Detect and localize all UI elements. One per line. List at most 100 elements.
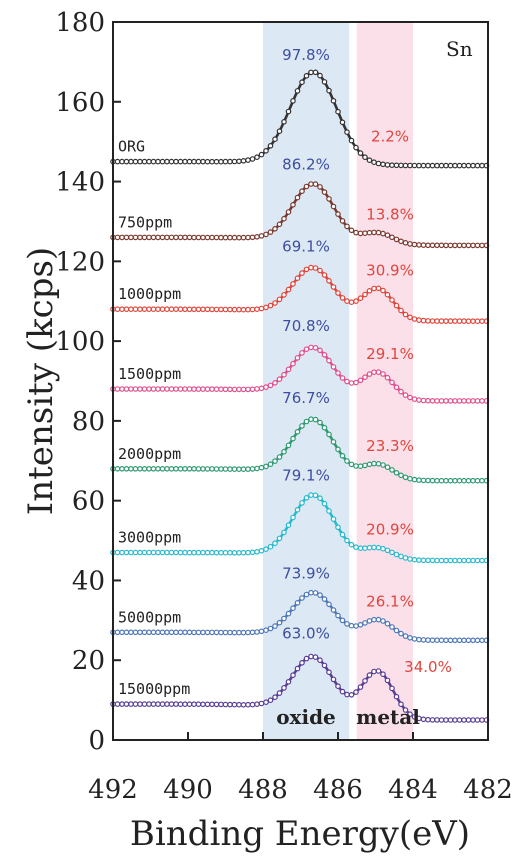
- data-point: [321, 351, 328, 358]
- data-point: [312, 590, 319, 596]
- data-point: [380, 618, 386, 624]
- data-point: [137, 386, 143, 392]
- data-point: [276, 535, 283, 542]
- data-point: [393, 236, 400, 243]
- data-point: [276, 454, 283, 460]
- data-point: [254, 465, 260, 472]
- data-point: [357, 230, 364, 237]
- data-point: [177, 306, 184, 313]
- data-point: [470, 242, 476, 249]
- data-point: [290, 360, 296, 367]
- data-point: [465, 637, 472, 644]
- data-point: [465, 162, 472, 169]
- data-point: [470, 477, 476, 484]
- data-point: [249, 629, 256, 636]
- data-point: [200, 158, 206, 165]
- data-point: [402, 311, 409, 318]
- data-point: [173, 629, 179, 636]
- data-point: [276, 296, 283, 303]
- data-point: [443, 637, 449, 644]
- data-point: [173, 386, 179, 392]
- data-point: [303, 655, 310, 662]
- data-point: [155, 701, 161, 707]
- data-point: [438, 637, 445, 644]
- data-point: [380, 462, 386, 468]
- y-tick-label: 140: [55, 168, 105, 198]
- data-point: [375, 616, 382, 623]
- data-point: [168, 465, 175, 472]
- data-point: [344, 621, 350, 627]
- data-point: [384, 374, 391, 381]
- data-point: [474, 717, 481, 723]
- plot-frame: [112, 21, 489, 741]
- data-point: [218, 701, 224, 708]
- data-point: [398, 238, 404, 245]
- data-point: [321, 79, 328, 85]
- data-point: [272, 379, 278, 386]
- oxide-pct-ORG: 97.8%: [282, 46, 330, 64]
- data-point: [330, 203, 337, 210]
- data-point: [123, 465, 130, 472]
- data-point: [281, 529, 287, 536]
- data-point: [348, 299, 355, 306]
- oxide-pct-2000ppm: 76.7%: [282, 389, 330, 407]
- data-point: [164, 306, 170, 313]
- data-point: [434, 637, 440, 644]
- percentage-labels: 97.8% 2.2% 86.2% 13.8% 69.1% 30.9% 70.8% 29.1% 7…: [282, 46, 452, 676]
- data-point: [434, 162, 440, 169]
- data-point: [137, 701, 143, 707]
- data-point: [173, 306, 179, 313]
- data-point: [348, 622, 355, 629]
- data-point: [236, 701, 242, 708]
- data-point: [429, 717, 436, 723]
- data-point: [168, 549, 175, 556]
- data-point: [272, 540, 278, 547]
- data-point: [254, 306, 260, 313]
- data-point: [411, 476, 418, 483]
- metal-pct-15000ppm: 34.0%: [404, 658, 452, 676]
- data-point: [222, 306, 229, 313]
- data-point: [146, 158, 152, 165]
- data-point: [389, 379, 395, 386]
- data-point: [465, 717, 472, 723]
- data-point: [335, 524, 341, 531]
- data-point: [425, 716, 431, 723]
- metal-pct-750ppm: 13.8%: [366, 205, 414, 223]
- data-point: [479, 557, 485, 564]
- data-point: [393, 627, 400, 634]
- data-point: [209, 234, 215, 241]
- data-point: [299, 423, 305, 429]
- data-point: [276, 619, 283, 626]
- data-point: [155, 306, 161, 313]
- data-point: [168, 158, 175, 165]
- data-point: [276, 376, 283, 383]
- data-point: [452, 637, 458, 644]
- data-point: [456, 557, 463, 564]
- series-label-750ppm: 750ppm: [118, 213, 172, 231]
- data-point: [137, 629, 143, 636]
- data-point: [362, 291, 368, 298]
- data-point: [357, 150, 364, 156]
- data-point: [254, 701, 260, 708]
- data-point: [443, 717, 449, 723]
- data-point: [227, 158, 233, 165]
- data-point: [389, 549, 395, 556]
- series-markers-1500ppm: [110, 344, 490, 404]
- data-point: [330, 676, 337, 683]
- data-point: [452, 557, 458, 564]
- data-point: [204, 158, 211, 165]
- series-label-3000ppm: 3000ppm: [118, 529, 181, 547]
- data-point: [461, 717, 467, 723]
- data-point: [393, 384, 400, 391]
- data-point: [155, 465, 161, 472]
- data-point: [222, 234, 229, 241]
- data-point: [308, 264, 314, 271]
- data-point: [294, 599, 301, 606]
- data-point: [375, 668, 382, 674]
- data-point: [258, 385, 265, 392]
- metal-band-label: metal: [356, 705, 420, 729]
- data-point: [461, 637, 467, 644]
- data-point: [123, 629, 130, 636]
- data-point: [164, 158, 170, 165]
- data-point: [213, 386, 220, 393]
